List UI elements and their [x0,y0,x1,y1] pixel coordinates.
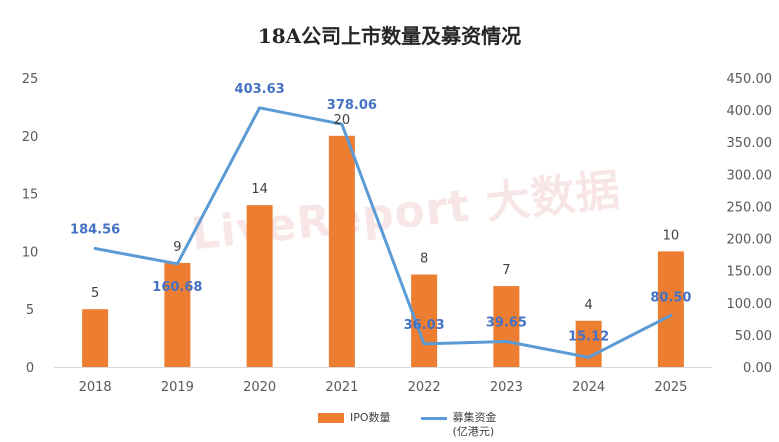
y-left-tick: 5 [26,303,34,318]
legend-item-ipo: IPO数量 [318,411,391,439]
y-left-tick: 25 [22,72,39,87]
legend-label-funds-main: 募集资金 [452,411,497,424]
bar-label-2024: 4 [584,298,592,313]
bar-2019 [164,262,191,367]
x-tick-2025: 2025 [654,380,687,395]
line-label-2023: 39.65 [486,316,527,331]
bar-2025 [657,251,684,367]
bar-label-2025: 10 [663,228,680,243]
x-tick-2018: 2018 [79,380,112,395]
bar-2018 [82,309,109,367]
y-right-tick: 450.00 [727,72,773,87]
line-label-2021: 378.06 [327,98,377,113]
x-tick-2021: 2021 [325,380,358,395]
y-right-tick: 250.00 [727,200,773,215]
bar-2020 [246,205,273,367]
bar-2024 [575,320,602,367]
bar-2023 [493,286,520,367]
legend-line-swatch [420,417,447,420]
y-right-tick: 400.00 [727,104,773,119]
line-series [93,106,673,359]
y-left-tick: 15 [22,188,39,203]
line-label-2024: 15.12 [568,329,609,344]
bar-label-2023: 7 [502,263,510,278]
legend: IPO数量 募集资金 (亿港元) [318,411,497,439]
y-right-tick: 150.00 [727,265,773,280]
line-label-2025: 80.50 [650,290,691,305]
legend-label-funds: 募集资金 (亿港元) [453,411,497,439]
line-label-2020: 403.63 [235,82,285,97]
line-label-2019: 160.68 [152,280,202,295]
bar-label-2020: 14 [251,182,268,197]
x-tick-2023: 2023 [490,380,523,395]
y-left-tick: 20 [22,130,39,145]
x-tick-2019: 2019 [161,380,194,395]
y-right-tick: 100.00 [727,297,773,312]
bar-series [82,135,684,367]
legend-label-ipo: IPO数量 [350,411,391,424]
legend-item-funds: 募集资金 (亿港元) [420,411,497,439]
line-label-2022: 36.03 [404,318,445,333]
axes: 05101520250.0050.00100.00150.00200.00250… [22,72,772,395]
line-label-2018: 184.56 [70,222,120,237]
x-tick-2020: 2020 [243,380,276,395]
bar-label-2019: 9 [173,240,181,255]
data-labels: 5 9 14 20 8 7 4 10 184.56 160.68 403.63 378.06 36.03… [70,82,691,345]
bar-label-2018: 5 [91,286,99,301]
line-funds [93,106,673,359]
bar-label-2021: 20 [334,113,351,128]
y-left-tick: 10 [22,245,39,260]
x-tick-2024: 2024 [572,380,605,395]
y-right-tick: 0.00 [743,361,772,376]
legend-label-funds-unit: (亿港元) [452,425,495,438]
y-right-tick: 50.00 [735,329,772,344]
chart-title: 18A公司上市数量及募资情况 [257,24,522,48]
y-right-tick: 200.00 [727,233,773,248]
y-left-tick: 0 [26,361,34,376]
bar-label-2022: 8 [420,252,428,267]
legend-bar-swatch [318,413,344,423]
y-right-tick: 300.00 [727,168,773,183]
y-right-tick: 350.00 [727,136,773,151]
bar-2021 [328,135,355,367]
x-tick-2022: 2022 [408,380,441,395]
